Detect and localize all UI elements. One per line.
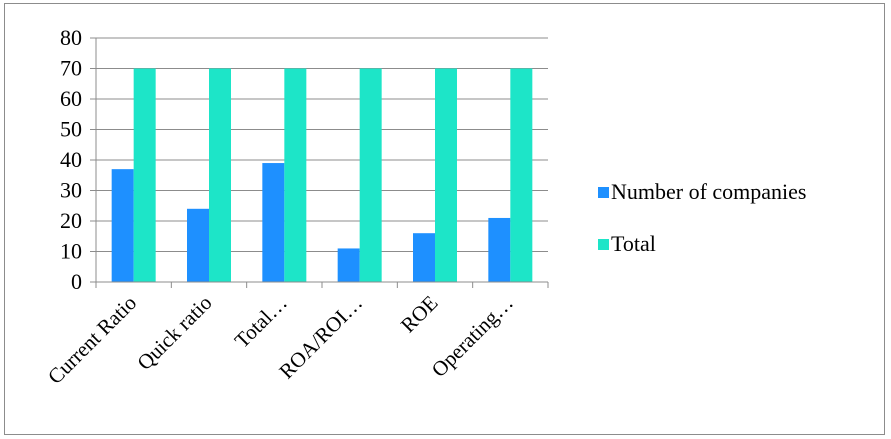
bar-total	[510, 68, 533, 282]
bar-number-of-companies	[337, 248, 360, 282]
bar-number-of-companies	[488, 217, 511, 282]
y-tick-label: 30	[60, 178, 82, 203]
y-tick-label: 0	[71, 269, 82, 294]
x-tick-label: Current Ratio	[43, 291, 141, 389]
bar-total	[133, 68, 156, 282]
x-tick-label: Quick ratio	[132, 291, 216, 375]
y-tick-label: 70	[60, 56, 82, 81]
y-tick-label: 80	[60, 25, 82, 50]
legend-swatch	[598, 187, 609, 198]
bar-total	[359, 68, 382, 282]
x-tick-label: Total…	[230, 291, 292, 353]
y-tick-labels: 0 10 20 30 40 50 60 70 80	[60, 25, 82, 294]
bar-number-of-companies	[111, 169, 134, 282]
legend-swatch	[598, 239, 609, 250]
x-tick-label: ROE	[396, 291, 443, 338]
y-tick-label: 60	[60, 86, 82, 111]
bar-total	[284, 68, 307, 282]
y-tick-label: 50	[60, 117, 82, 142]
gridlines	[96, 37, 548, 252]
bar-number-of-companies	[262, 163, 285, 282]
y-tick-label: 40	[60, 147, 82, 172]
bar-number-of-companies	[413, 233, 435, 282]
legend-label: Total	[611, 231, 656, 256]
bar-total	[209, 68, 231, 282]
legend: Number of companies Total	[598, 179, 807, 256]
y-tick-label: 20	[60, 208, 82, 233]
bar-number-of-companies	[187, 208, 209, 282]
bars	[111, 68, 533, 282]
y-tick-label: 10	[60, 239, 82, 264]
legend-label: Number of companies	[611, 179, 807, 204]
axes	[90, 37, 549, 288]
x-tick-label: Operating…	[427, 291, 518, 382]
bar-total	[435, 68, 457, 282]
